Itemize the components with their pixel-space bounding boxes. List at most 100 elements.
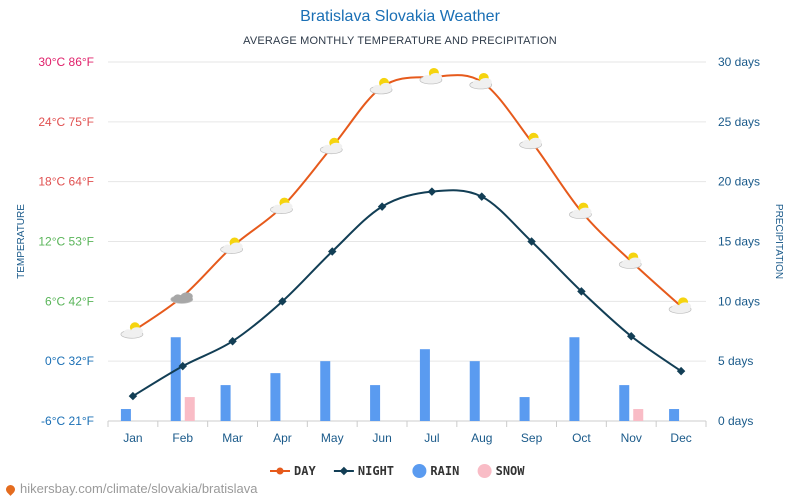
sun-cloud-icon bbox=[220, 237, 243, 254]
cloud-shape bbox=[373, 84, 382, 91]
x-tick-label: Sep bbox=[521, 431, 543, 445]
cloud-shape bbox=[173, 294, 182, 301]
y-right-tick-label: 20 days bbox=[718, 175, 760, 189]
y-right-tick-label: 30 days bbox=[718, 55, 760, 69]
cloud-shape bbox=[572, 209, 581, 216]
night-series-line bbox=[132, 189, 682, 397]
night-point bbox=[427, 187, 437, 196]
night-point bbox=[676, 366, 686, 376]
source-link[interactable]: hikersbay.com/climate/slovakia/bratislav… bbox=[4, 481, 258, 496]
x-tick-label: Oct bbox=[572, 431, 591, 445]
sun-cloud-icon bbox=[270, 197, 293, 214]
y-right-tick-label: 5 days bbox=[718, 354, 753, 368]
night-point bbox=[627, 331, 636, 341]
snow-bar bbox=[633, 409, 644, 421]
cloud-shape bbox=[672, 304, 681, 311]
cloud-shape bbox=[123, 329, 132, 336]
cloud-shape bbox=[280, 202, 293, 211]
rain-bar bbox=[320, 361, 331, 421]
legend-night-marker bbox=[339, 466, 349, 476]
cloud-shape bbox=[479, 77, 492, 86]
cloud-shape bbox=[422, 74, 431, 81]
cloud-shape bbox=[273, 204, 282, 211]
cloud-shape bbox=[472, 79, 481, 86]
day-series-line bbox=[132, 74, 682, 333]
cloud-shape bbox=[223, 244, 232, 251]
night-point bbox=[577, 287, 586, 296]
night-point bbox=[477, 192, 486, 201]
sun-cloud-icon bbox=[369, 77, 393, 95]
rain-bar bbox=[619, 385, 630, 421]
y-right-axis-title: PRECIPITATION bbox=[773, 204, 784, 279]
rain-bar bbox=[519, 397, 530, 421]
rain-bar bbox=[669, 409, 680, 421]
y-right-tick-label: 25 days bbox=[718, 115, 760, 129]
legend-label: RAIN bbox=[430, 464, 459, 478]
legend-rain-marker bbox=[412, 464, 427, 478]
cloud-shape bbox=[522, 139, 531, 146]
cloud-icon bbox=[170, 292, 194, 304]
sun-cloud-icon bbox=[419, 67, 443, 85]
chart-title: Bratislava Slovakia Weather bbox=[300, 8, 500, 25]
rain-bar bbox=[170, 337, 181, 421]
cloud-shape bbox=[679, 302, 692, 311]
y-left-tick-label: 24°C 75°F bbox=[38, 115, 94, 129]
rain-bar bbox=[569, 337, 580, 421]
cloud-shape bbox=[180, 292, 193, 301]
x-tick-label: Apr bbox=[273, 431, 292, 445]
sun-cloud-icon bbox=[120, 322, 144, 339]
rain-bar bbox=[469, 361, 480, 421]
night-point bbox=[128, 391, 138, 401]
rain-bar bbox=[419, 349, 430, 421]
rain-bar bbox=[370, 385, 381, 421]
y-left-tick-label: -6°C 21°F bbox=[41, 414, 94, 428]
rain-bar bbox=[120, 409, 131, 421]
y-left-tick-label: 6°C 42°F bbox=[45, 294, 94, 308]
sun-cloud-icon bbox=[519, 132, 542, 150]
chart-subtitle: AVERAGE MONTHLY TEMPERATURE AND PRECIPIT… bbox=[243, 35, 557, 47]
sun-cloud-icon bbox=[319, 137, 343, 155]
cloud-shape bbox=[429, 72, 442, 81]
source-url: hikersbay.com/climate/slovakia/bratislav… bbox=[20, 481, 258, 496]
night-point bbox=[278, 297, 287, 306]
legend-snow-marker bbox=[477, 464, 492, 478]
sun-cloud-icon bbox=[618, 252, 642, 269]
cloud-shape bbox=[330, 142, 343, 151]
night-point bbox=[377, 202, 387, 211]
legend-label: NIGHT bbox=[358, 464, 394, 478]
rain-bar bbox=[270, 373, 281, 421]
x-tick-label: Dec bbox=[670, 431, 691, 445]
location-pin-icon bbox=[4, 483, 17, 496]
x-tick-label: Jun bbox=[372, 431, 391, 445]
cloud-shape bbox=[380, 82, 393, 91]
legend-label: DAY bbox=[294, 464, 316, 478]
sun-cloud-icon bbox=[469, 72, 493, 90]
y-left-tick-label: 18°C 64°F bbox=[38, 175, 94, 189]
night-point bbox=[228, 336, 237, 346]
y-right-tick-label: 10 days bbox=[718, 294, 760, 308]
x-tick-label: May bbox=[321, 431, 344, 445]
y-right-tick-label: 0 days bbox=[718, 414, 753, 428]
cloud-shape bbox=[130, 327, 143, 336]
cloud-shape bbox=[629, 257, 642, 266]
rain-bar bbox=[220, 385, 231, 421]
y-left-tick-label: 30°C 86°F bbox=[38, 55, 94, 69]
sun-cloud-icon bbox=[569, 202, 592, 219]
cloud-shape bbox=[230, 242, 243, 251]
legend-day-marker bbox=[276, 467, 284, 475]
x-tick-label: Jan bbox=[123, 431, 142, 445]
night-point bbox=[178, 361, 187, 371]
sun-cloud-icon bbox=[668, 297, 692, 314]
cloud-shape bbox=[622, 259, 631, 266]
snow-bar bbox=[184, 397, 195, 421]
x-tick-label: Feb bbox=[172, 431, 193, 445]
cloud-shape bbox=[529, 137, 542, 146]
x-tick-label: Jul bbox=[424, 431, 439, 445]
y-left-tick-label: 0°C 32°F bbox=[45, 354, 94, 368]
y-left-tick-label: 12°C 53°F bbox=[38, 235, 94, 249]
legend: DAY NIGHT RAIN SNOW bbox=[270, 464, 525, 478]
night-point bbox=[328, 247, 337, 256]
legend-label: SNOW bbox=[496, 464, 526, 478]
